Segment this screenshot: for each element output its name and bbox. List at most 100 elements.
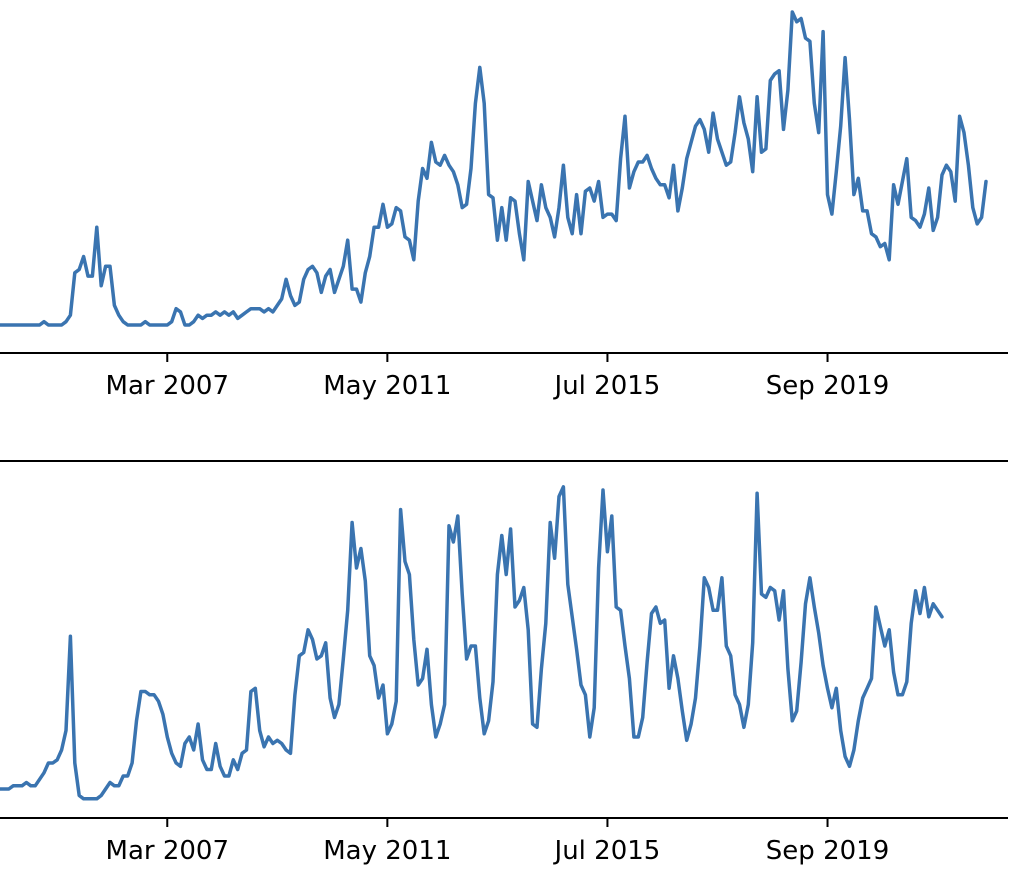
data-point bbox=[540, 667, 543, 670]
x-tick-label: Jul 2015 bbox=[553, 836, 661, 866]
data-point bbox=[668, 196, 671, 199]
data-point bbox=[285, 748, 288, 751]
data-point bbox=[927, 186, 930, 189]
data-point bbox=[355, 566, 358, 569]
data-point bbox=[601, 216, 604, 219]
data-point bbox=[373, 226, 376, 229]
data-point bbox=[918, 226, 921, 229]
data-point bbox=[188, 735, 191, 738]
data-point bbox=[91, 275, 94, 278]
data-point bbox=[601, 488, 604, 491]
data-point bbox=[984, 180, 987, 183]
data-point bbox=[892, 183, 895, 186]
data-point bbox=[399, 508, 402, 511]
data-point bbox=[289, 752, 292, 755]
data-point bbox=[764, 596, 767, 599]
data-point bbox=[447, 524, 450, 527]
data-point bbox=[769, 586, 772, 589]
data-point bbox=[830, 706, 833, 709]
data-point bbox=[108, 265, 111, 268]
data-point bbox=[910, 622, 913, 625]
data-point bbox=[417, 200, 420, 203]
data-point bbox=[280, 742, 283, 745]
data-point bbox=[337, 278, 340, 281]
data-point bbox=[148, 323, 151, 326]
data-point bbox=[78, 268, 81, 271]
data-point bbox=[465, 657, 468, 660]
data-point bbox=[368, 654, 371, 657]
data-point bbox=[12, 784, 15, 787]
data-point bbox=[293, 304, 296, 307]
data-point bbox=[597, 180, 600, 183]
data-point bbox=[954, 200, 957, 203]
data-point bbox=[144, 690, 147, 693]
data-point bbox=[800, 17, 803, 20]
data-point bbox=[232, 758, 235, 761]
data-point bbox=[412, 638, 415, 641]
data-point bbox=[20, 784, 23, 787]
data-point bbox=[271, 742, 274, 745]
data-point bbox=[214, 310, 217, 313]
data-point bbox=[738, 703, 741, 706]
data-point bbox=[932, 229, 935, 232]
data-point bbox=[817, 631, 820, 634]
data-point bbox=[593, 706, 596, 709]
data-point bbox=[500, 534, 503, 537]
data-point bbox=[293, 693, 296, 696]
data-point bbox=[597, 566, 600, 569]
data-point bbox=[654, 177, 657, 180]
data-point bbox=[786, 89, 789, 92]
data-point bbox=[637, 160, 640, 163]
data-point bbox=[646, 661, 649, 664]
data-point bbox=[584, 190, 587, 193]
data-point bbox=[258, 729, 261, 732]
data-point bbox=[205, 314, 208, 317]
data-point bbox=[16, 784, 19, 787]
data-point bbox=[170, 320, 173, 323]
data-point bbox=[641, 716, 644, 719]
data-point bbox=[685, 157, 688, 160]
data-point bbox=[122, 320, 125, 323]
data-point bbox=[637, 735, 640, 738]
data-point bbox=[725, 164, 728, 167]
data-point bbox=[60, 323, 63, 326]
data-point bbox=[500, 206, 503, 209]
data-point bbox=[249, 307, 252, 310]
data-point bbox=[183, 323, 186, 326]
data-point bbox=[632, 735, 635, 738]
data-point bbox=[117, 784, 120, 787]
data-point bbox=[628, 677, 631, 680]
data-point bbox=[751, 170, 754, 173]
data-point bbox=[425, 648, 428, 651]
data-point bbox=[219, 765, 222, 768]
data-point bbox=[395, 700, 398, 703]
data-point bbox=[135, 719, 138, 722]
data-point bbox=[408, 573, 411, 576]
data-point bbox=[12, 323, 15, 326]
data-point bbox=[588, 186, 591, 189]
data-point bbox=[760, 151, 763, 154]
data-point bbox=[861, 696, 864, 699]
data-point bbox=[505, 573, 508, 576]
data-point bbox=[38, 323, 41, 326]
data-point bbox=[562, 164, 565, 167]
data-point bbox=[298, 654, 301, 657]
data-point bbox=[940, 173, 943, 176]
data-point bbox=[672, 654, 675, 657]
data-point bbox=[734, 131, 737, 134]
data-point bbox=[734, 693, 737, 696]
data-point bbox=[214, 742, 217, 745]
data-point bbox=[756, 95, 759, 98]
data-point bbox=[756, 492, 759, 495]
data-point bbox=[227, 314, 230, 317]
data-point bbox=[161, 713, 164, 716]
data-point bbox=[522, 258, 525, 261]
data-point bbox=[153, 323, 156, 326]
data-point bbox=[329, 696, 332, 699]
data-point bbox=[623, 644, 626, 647]
data-point bbox=[421, 167, 424, 170]
data-point bbox=[839, 729, 842, 732]
data-point bbox=[835, 687, 838, 690]
data-point bbox=[698, 644, 701, 647]
data-point bbox=[769, 79, 772, 82]
